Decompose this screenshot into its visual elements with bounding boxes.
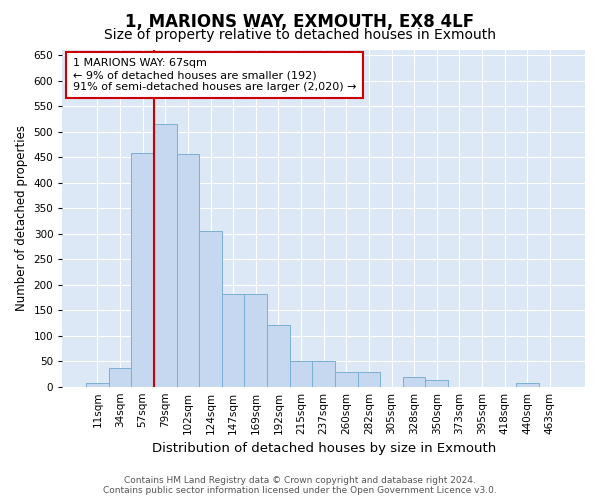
Text: 1 MARIONS WAY: 67sqm
← 9% of detached houses are smaller (192)
91% of semi-detac: 1 MARIONS WAY: 67sqm ← 9% of detached ho…: [73, 58, 356, 92]
Bar: [516, 383, 539, 386]
Bar: [86, 383, 109, 386]
Text: 1, MARIONS WAY, EXMOUTH, EX8 4LF: 1, MARIONS WAY, EXMOUTH, EX8 4LF: [125, 12, 475, 30]
Bar: [154, 124, 176, 386]
Text: Contains HM Land Registry data © Crown copyright and database right 2024.
Contai: Contains HM Land Registry data © Crown c…: [103, 476, 497, 495]
Bar: [244, 294, 267, 386]
Bar: [358, 372, 380, 386]
X-axis label: Distribution of detached houses by size in Exmouth: Distribution of detached houses by size …: [152, 442, 496, 455]
Bar: [313, 361, 335, 386]
Bar: [131, 153, 154, 386]
Y-axis label: Number of detached properties: Number of detached properties: [15, 126, 28, 312]
Bar: [267, 326, 290, 386]
Bar: [199, 231, 222, 386]
Bar: [335, 372, 358, 386]
Bar: [403, 378, 425, 386]
Bar: [222, 294, 244, 386]
Bar: [290, 361, 313, 386]
Bar: [109, 368, 131, 386]
Bar: [176, 154, 199, 386]
Bar: [425, 380, 448, 386]
Text: Size of property relative to detached houses in Exmouth: Size of property relative to detached ho…: [104, 28, 496, 42]
